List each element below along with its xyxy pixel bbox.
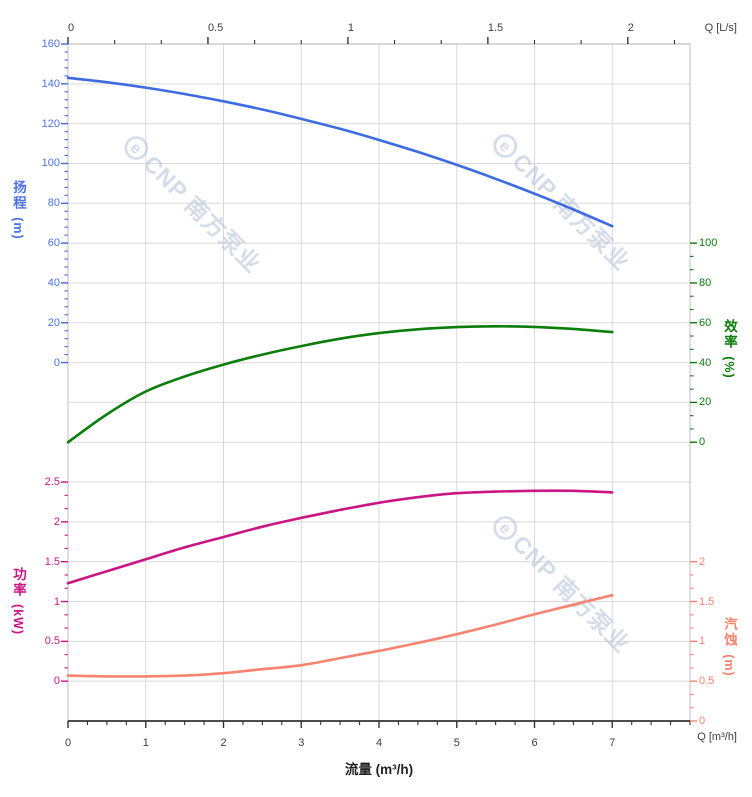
- head-axis-title-text: 扬程: [11, 180, 26, 212]
- power-axis-title: 功率 (kW): [8, 567, 28, 635]
- x-bottom-tick-label: 3: [298, 737, 305, 749]
- efficiency-axis-unit: (%): [722, 356, 736, 379]
- eff-tick-label: 20: [699, 396, 712, 409]
- head-axis-unit: (m): [11, 217, 25, 240]
- npsh-curve: [66, 593, 614, 678]
- npsh-tick-label: 1: [699, 635, 706, 648]
- npsh-tick-label: 1.5: [699, 595, 715, 608]
- x-top-tick-label: 0: [68, 22, 75, 34]
- eff-tick-label: 40: [699, 356, 712, 369]
- eff-tick-label: 100: [699, 237, 718, 250]
- head-tick-label: 120: [41, 117, 60, 130]
- power-tick-label: 2.5: [44, 476, 60, 489]
- watermark-text: CNP 南方泵业: [507, 148, 635, 276]
- power-tick-label: 1: [53, 595, 60, 608]
- head-tick-label: 60: [47, 237, 60, 250]
- power-tick-label: 2: [53, 515, 60, 528]
- npsh-tick-label: 0.5: [699, 675, 715, 688]
- x-bottom-tick-label: 4: [375, 737, 383, 749]
- head-tick-label: 140: [41, 77, 60, 90]
- power-curve: [66, 489, 614, 585]
- head-curve: [66, 76, 614, 228]
- x-bottom-tick-label: 6: [531, 737, 538, 749]
- watermark-logo-icon: [124, 136, 149, 160]
- eff-tick-label: 80: [699, 276, 712, 289]
- head-tick-label: 0: [53, 356, 60, 369]
- x-top-tick-label: 1.5: [487, 22, 504, 34]
- x-top-tick-label: 0.5: [207, 22, 224, 34]
- power-tick-label: 0: [53, 675, 60, 688]
- head-axis-title: 扬程 (m): [8, 180, 28, 239]
- watermark-logo-icon: [493, 516, 518, 540]
- watermark-text: CNP 南方泵业: [138, 150, 266, 278]
- head-tick-label: 20: [47, 316, 60, 329]
- head-tick-label: 40: [47, 276, 60, 289]
- efficiency-axis-title-text: 效率: [722, 319, 737, 351]
- eff-tick-label: 0: [699, 436, 706, 449]
- head-tick-label: 80: [47, 197, 60, 210]
- eff-tick-label: 60: [699, 316, 712, 329]
- power-tick-label: 0.5: [44, 635, 60, 648]
- power-axis-title-text: 功率: [11, 566, 26, 598]
- npsh-axis-title-text: 汽蚀: [722, 617, 737, 649]
- x-bottom-tick-label: 0: [64, 737, 72, 749]
- npsh-axis-unit: (m): [722, 654, 736, 677]
- npsh-tick-label: 2: [699, 555, 706, 568]
- efficiency-axis-title: 效率 (%): [719, 319, 739, 378]
- npsh-axis-title: 汽蚀 (m): [719, 617, 739, 676]
- head-tick-label: 160: [41, 38, 60, 50]
- watermark-logo-icon: [493, 134, 518, 158]
- bottom-axis-unit-label: Q [m³/h]: [697, 731, 737, 743]
- x-bottom-tick-label: 2: [220, 737, 227, 749]
- top-axis-unit-label: Q [L/s]: [704, 22, 737, 34]
- npsh-tick-label: 0: [699, 715, 706, 727]
- power-axis-unit: (kW): [11, 603, 25, 636]
- flow-axis-title: 流量 (m³/h): [344, 762, 414, 777]
- x-bottom-tick-label: 7: [609, 737, 616, 749]
- x-bottom-tick-label: 5: [453, 737, 460, 749]
- power-tick-label: 1.5: [44, 555, 60, 568]
- efficiency-curve: [66, 325, 614, 444]
- watermark-text: CNP 南方泵业: [507, 530, 635, 658]
- x-bottom-tick-label: 1: [142, 737, 149, 749]
- x-top-tick-label: 1: [347, 22, 355, 34]
- x-top-tick-label: 2: [627, 22, 634, 34]
- head-tick-label: 100: [41, 157, 60, 170]
